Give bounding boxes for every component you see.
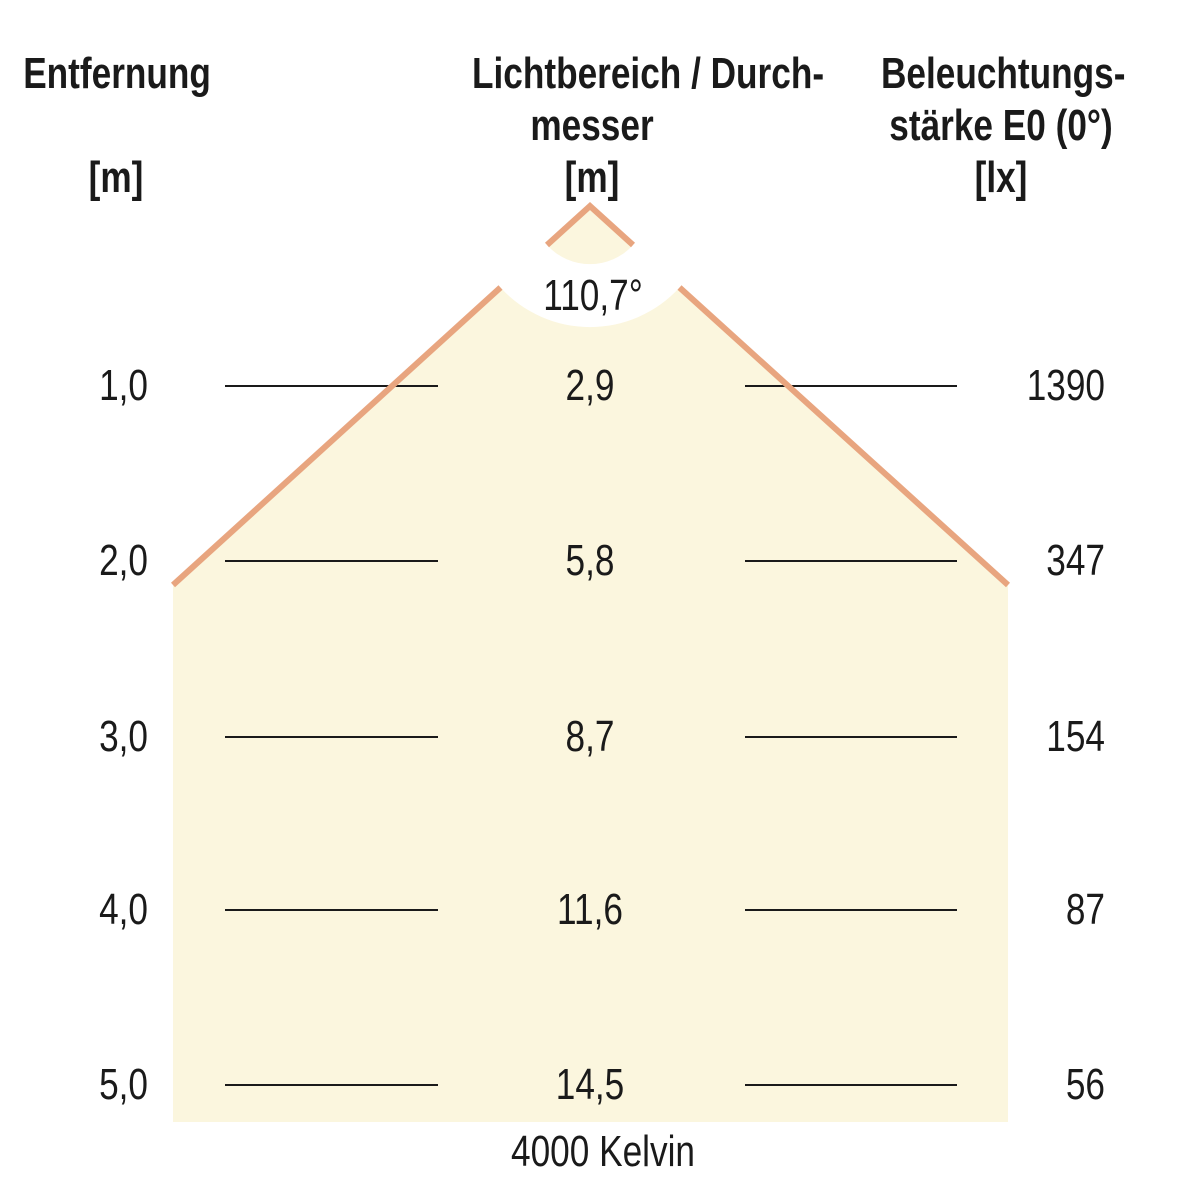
distance-value: 4,0 [99, 885, 148, 934]
header-illuminance-unit: [lx] [974, 153, 1028, 202]
header-light-area-title-line1: Lichtbereich / Durch- [472, 49, 825, 98]
header-light-area-title-line2: messer [530, 101, 654, 150]
beam-cone-edge-left [170, 285, 503, 588]
illuminance-value: 1390 [1026, 361, 1105, 410]
beam-angle-label: 110,7° [543, 271, 643, 320]
diameter-value: 2,9 [565, 361, 615, 410]
diameter-value: 8,7 [565, 712, 615, 761]
distance-value: 5,0 [99, 1060, 148, 1109]
diameter-value: 11,6 [557, 885, 623, 934]
illuminance-value: 56 [1065, 1060, 1105, 1109]
row-tick-lines [225, 385, 957, 1086]
illuminance-value: 87 [1065, 885, 1105, 934]
header-light-area-unit: [m] [564, 153, 620, 202]
color-temperature-label: 4000 Kelvin [511, 1127, 695, 1176]
diameter-value: 5,8 [565, 536, 615, 585]
distance-value: 3,0 [99, 712, 148, 761]
header-illuminance-title-line1: Beleuchtungs- [881, 49, 1126, 98]
header-distance-title: Entfernung [23, 49, 211, 98]
beam-cone-edge-right [677, 285, 1011, 588]
distance-value: 1,0 [99, 361, 148, 410]
header-distance-unit: [m] [88, 153, 144, 202]
diameter-value: 14,5 [555, 1060, 625, 1109]
illuminance-value: 154 [1046, 712, 1105, 761]
beam-apex-fan-fill [547, 206, 633, 265]
illuminance-value: 347 [1046, 536, 1105, 585]
beam-cone-fill [173, 287, 1008, 1122]
distance-value: 2,0 [99, 536, 148, 585]
beam-apex-fan-edge [544, 201, 636, 248]
header-illuminance-title-line2: stärke E0 (0°) [889, 101, 1113, 150]
